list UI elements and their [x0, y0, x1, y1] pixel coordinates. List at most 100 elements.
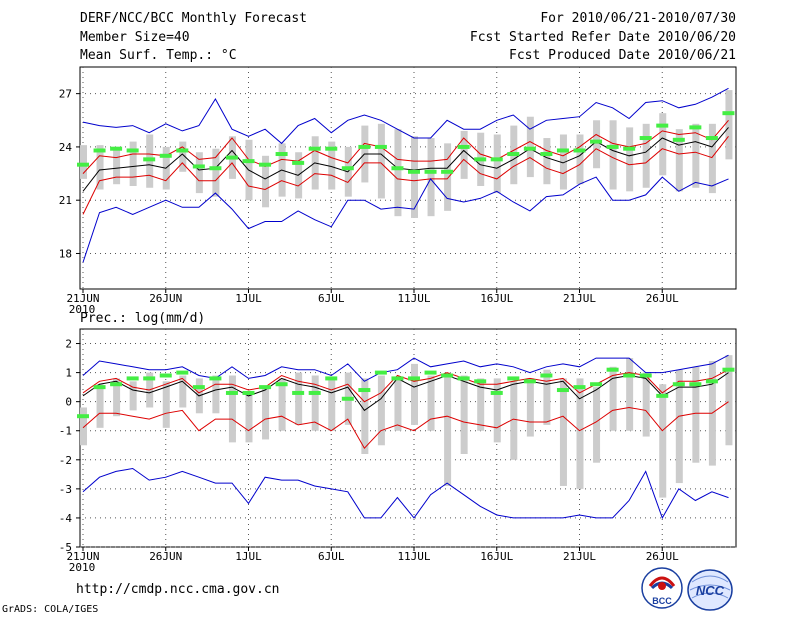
temp-observed-mark [722, 111, 735, 116]
temp-upper-line [82, 119, 729, 174]
temp-observed-mark [242, 159, 255, 164]
precip-observed-mark [341, 396, 354, 401]
temp-observed-mark [556, 148, 569, 153]
precip-observed-mark [143, 376, 156, 381]
temp-observed-mark [590, 139, 603, 144]
temp-observed-mark [391, 166, 404, 171]
precip-range-bar [129, 381, 137, 411]
precip-range-bar [609, 366, 617, 431]
temp-range-bar [593, 120, 601, 169]
temp-range-bar [626, 127, 634, 192]
temp-observed-mark [689, 125, 702, 130]
precip-range-bar [262, 387, 270, 440]
precip-range-bar [245, 392, 253, 443]
temp-range-bar [609, 120, 617, 190]
precip-ytick-label: -5 [59, 541, 72, 554]
precip-ytick-label: -3 [59, 483, 72, 496]
precip-xtick-label: 11JUL [397, 550, 430, 563]
precip-observed-mark [176, 370, 189, 375]
precip-range-bar [510, 381, 518, 460]
precip-range-bar [626, 358, 634, 431]
temp-min-line [82, 176, 729, 263]
temp-ytick-label: 24 [59, 141, 73, 154]
forecast-produced-date: Fcst Produced Date 2010/06/21 [509, 48, 736, 63]
precip-observed-mark [573, 385, 586, 390]
precip-observed-mark [209, 376, 222, 381]
precip-observed-mark [93, 385, 106, 390]
precip-observed-mark [292, 390, 305, 395]
precip-observed-mark [639, 373, 652, 378]
temp-observed-mark [225, 155, 238, 160]
temp-observed-mark [474, 157, 487, 162]
precip-observed-mark [325, 376, 338, 381]
source-url[interactable]: http://cmdp.ncc.cma.gov.cn [76, 582, 280, 597]
precip-observed-mark [457, 376, 470, 381]
temp-observed-mark [523, 146, 536, 151]
temp-range-bar [460, 130, 468, 179]
temp-observed-mark [341, 166, 354, 171]
precip-range-bar [576, 378, 584, 489]
temp-xtick-label: 1JUL [235, 292, 262, 305]
temp-xtick-label: 11JUL [397, 292, 430, 305]
precip-observed-mark [308, 390, 321, 395]
precip-range-bar [659, 384, 667, 498]
temp-range-bar [394, 129, 402, 217]
temp-plot-area [79, 66, 737, 290]
precip-range-bar [394, 378, 402, 431]
temp-range-bar [708, 123, 716, 194]
temp-observed-mark [656, 123, 669, 128]
temp-range-bar [543, 138, 551, 185]
precip-observed-mark [590, 382, 603, 387]
precip-range-bar [228, 375, 236, 443]
precip-ytick-label: -1 [59, 425, 72, 438]
precip-range-bar [113, 378, 121, 417]
temp-observed-mark [606, 144, 619, 149]
precip-range-bar [477, 378, 485, 431]
temp-xtick-label: 21JUL [563, 292, 596, 305]
precip-upper-line [82, 369, 729, 403]
precip-range-bar [725, 355, 733, 446]
precip-min-line [82, 467, 729, 520]
temp-observed-mark [325, 146, 338, 151]
bcc-logo: BCC [641, 567, 683, 609]
precip-xtick-label: 26JUL [646, 550, 679, 563]
precip-range-bar [543, 369, 551, 425]
precip-observed-mark [490, 390, 503, 395]
forecast-period: For 2010/06/21-2010/07/30 [540, 11, 736, 26]
precip-range-bar [311, 375, 319, 431]
precip-observed-mark [391, 376, 404, 381]
precip-observed-mark [126, 376, 139, 381]
precip-range-bar [692, 366, 700, 463]
precip-observed-mark [474, 379, 487, 384]
precip-xtick-label: 21JUL [563, 550, 596, 563]
precip-xtick-label: 26JUN [149, 550, 182, 563]
precip-ytick-label: -2 [59, 454, 72, 467]
precip-observed-mark [242, 390, 255, 395]
grads-credit: GrADS: COLA/IGES [2, 604, 99, 615]
chart-title: DERF/NCC/BCC Monthly Forecast [80, 11, 307, 26]
temp-xtick-label: 16JUL [480, 292, 513, 305]
ncc-logo: NCC [687, 569, 733, 611]
temp-observed-mark [93, 148, 106, 153]
temp-xtick-label: 26JUL [646, 292, 679, 305]
temp-observed-mark [573, 148, 586, 153]
ncc-logo-text: NCC [696, 583, 725, 598]
temp-mean-line [82, 127, 729, 192]
temp-range-bar [195, 152, 203, 194]
precip-range-bar [361, 378, 369, 454]
precip-observed-mark [110, 382, 123, 387]
temp-ytick-label: 27 [59, 88, 72, 101]
precip-ytick-label: 1 [65, 367, 72, 380]
precip-range-bar [278, 378, 286, 431]
precip-panel-title: Prec.: log(mm/d) [80, 311, 205, 326]
temp-range-bar [96, 145, 104, 190]
precip-observed-mark [672, 382, 685, 387]
precip-observed-mark [159, 373, 172, 378]
precip-observed-mark [722, 367, 735, 372]
forecast-start-date: Fcst Started Refer Date 2010/06/20 [469, 30, 736, 45]
temp-observed-mark [192, 164, 205, 169]
precip-range-bar [162, 381, 170, 428]
temp-range-bar [113, 146, 121, 185]
precip-range-bar [593, 387, 601, 463]
